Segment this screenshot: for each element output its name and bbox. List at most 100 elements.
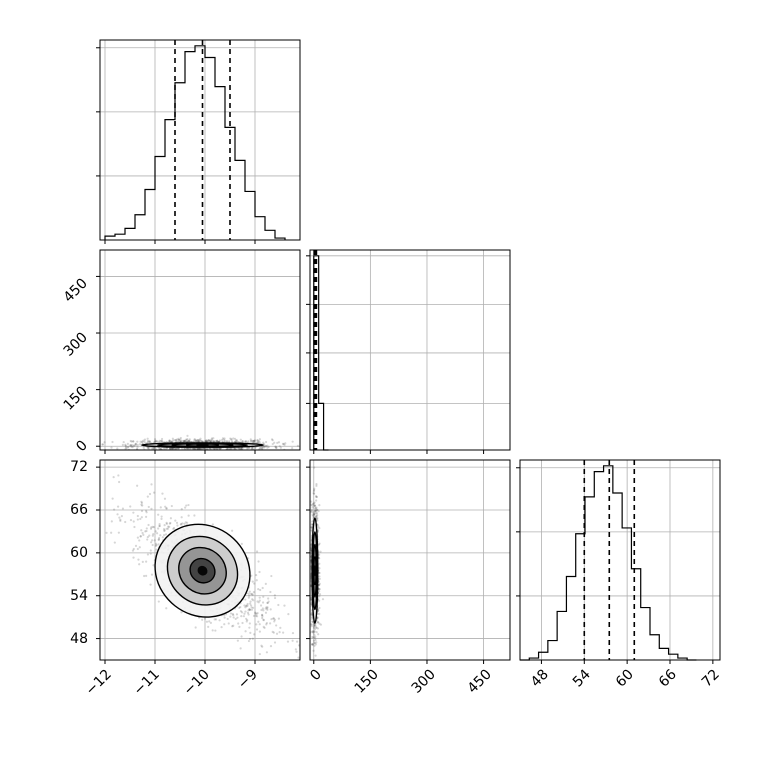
joint-x2-x3-point [310,500,313,503]
joint-x1-x2-point [199,447,202,450]
joint-x1-x3-point [252,614,256,617]
joint-x1-x2-point [183,439,187,442]
joint-x1-x3-point [87,523,89,525]
joint-x1-x3-point [261,614,264,617]
joint-x2-x3-point [317,609,320,612]
joint-x1-x3-point [145,574,148,577]
joint-x1-x2-point [196,439,199,442]
joint-x1-x3-point [154,542,158,545]
joint-x1-x3-point [249,631,252,634]
joint-x1-x3-point [250,606,253,609]
joint-x1-x3-contour [197,565,208,576]
joint-x1-x3-point [147,523,150,527]
joint-x1-x3-point [165,521,168,524]
joint-x1-x2-point [205,439,208,443]
joint-x2-x3-point [311,506,314,509]
joint-x1-x2-point [279,451,281,453]
joint-x1-x2-point [241,440,244,443]
joint-x1-x2-point [126,442,129,445]
joint-x1-x3-point [146,538,149,541]
joint-x1-x3-point [271,630,274,633]
joint-x1-x2-point [188,439,191,442]
joint-x1-x2-point [171,437,174,440]
joint-x1-x2-point [181,450,183,452]
joint-x1-x3-plot-area [87,473,300,659]
joint-x1-x2-point [245,440,248,443]
joint-x1-x2-point [124,447,127,450]
joint-x1-x3-point [148,534,151,537]
joint-x1-x2-point [101,443,104,446]
joint-x1-x2-point [197,447,200,450]
joint-x1-x3-point [132,520,135,523]
joint-x1-x3-point [139,517,142,521]
joint-x1-x2-point [142,439,145,442]
joint-x2-x3-point [315,626,318,629]
joint-x1-x2-point [247,446,250,449]
x1-tick-label: −9 [235,667,261,693]
joint-x1-x3-point [158,522,161,526]
joint-x1-x3-point [132,547,135,551]
joint-x2-x3-point [314,507,317,510]
joint-x1-x3-point [236,639,239,642]
joint-x1-x2-point [246,447,249,450]
joint-x2-x3-point [318,606,321,610]
x2-ytick-label: 0 [73,438,91,456]
joint-x1-x2-point [143,438,147,441]
joint-x1-x2-point [186,450,188,452]
joint-x2-x3-point [310,529,313,532]
joint-x2-x3-point [318,588,321,591]
joint-x2-x3-point [310,612,313,615]
joint-x1-x3-point [153,539,156,542]
joint-x1-x3-point [247,596,250,599]
joint-x2-x3-point [318,571,321,575]
joint-x1-x2-point [275,446,278,450]
joint-x1-x2-point [181,447,184,450]
joint-x1-x3-point [255,628,259,631]
joint-x1-x3-point [254,614,258,617]
joint-x1-x2-point [225,440,228,443]
joint-x1-x2-point [173,439,176,442]
joint-x1-x2-point [124,443,127,446]
joint-x1-x2-point [291,447,294,450]
joint-x1-x3-point [253,582,256,585]
joint-x1-x2-point [171,447,174,450]
joint-x2-x3-point [316,513,319,517]
joint-x1-x2-point [251,439,255,443]
joint-x1-x3-point [121,507,125,510]
joint-x2-x3-point [313,513,316,516]
joint-x1-x2-point [262,441,265,444]
joint-x1-x2-point [188,439,191,443]
joint-x1-x3-point [150,507,153,510]
joint-x1-x2-point [187,440,190,443]
joint-x1-x2-point [180,439,183,442]
joint-x1-x2-point [178,438,181,441]
joint-x2-x3-point [311,629,315,633]
joint-x1-x3-point [273,596,277,600]
joint-x1-x2-point [247,440,250,443]
joint-x1-x3-point [245,604,248,607]
joint-x1-x2-point [284,442,287,445]
joint-x1-x3-point [112,475,115,479]
joint-x1-x2-point [179,440,182,443]
joint-x1-x2-point [165,447,168,450]
joint-x1-x3-point [244,610,247,613]
joint-x1-x3-point [214,618,218,621]
joint-x1-x2-point [266,444,269,447]
joint-x1-x2-point [235,440,238,443]
x2-tick-label: 150 [352,667,382,697]
joint-x1-x3-point [260,608,263,612]
joint-x1-x3-point [132,556,135,559]
joint-x1-x2-point [222,438,225,441]
joint-x2-x3-point [313,628,317,631]
joint-x1-x3-point [179,523,182,526]
joint-x2-x3-point [318,553,321,556]
joint-x1-x3-point [211,523,214,526]
joint-x1-x2-point [148,440,151,444]
joint-x1-x3-point [168,522,171,525]
joint-x1-x2-point [256,438,259,442]
joint-x1-x2-point [259,447,262,450]
joint-x2-x3-point [310,598,313,601]
joint-x2-x3-point [313,487,316,490]
joint-x1-x3-point [213,618,216,621]
joint-x1-x3-point [270,574,273,578]
